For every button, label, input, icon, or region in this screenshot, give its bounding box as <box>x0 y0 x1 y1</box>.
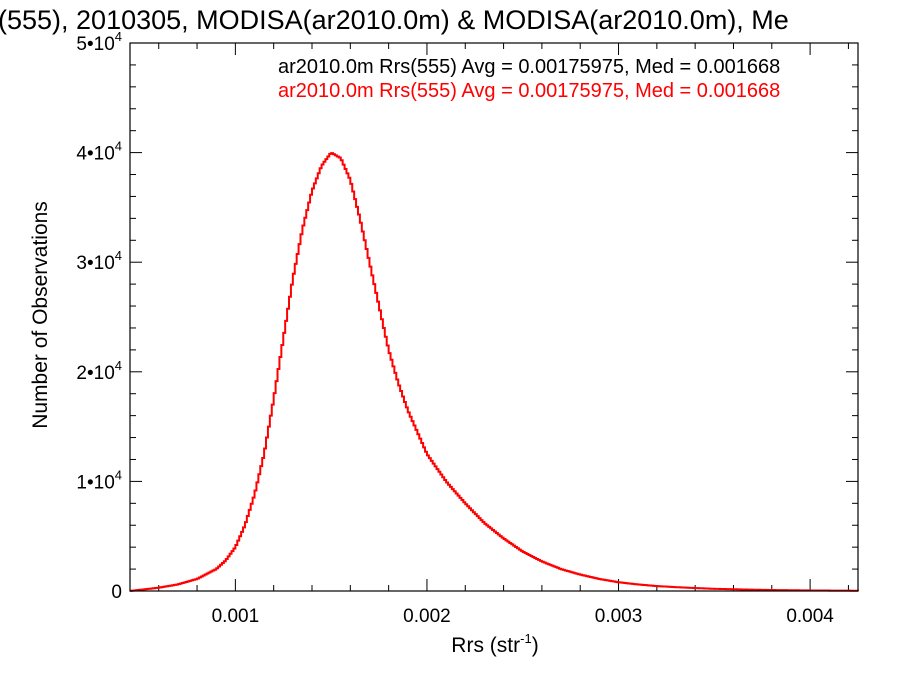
y-tick-label: 3•104 <box>76 248 122 274</box>
x-tick-label: 0.003 <box>595 606 643 627</box>
y-tick-label-exponent: 4 <box>115 358 122 373</box>
y-tick-label: 1•104 <box>76 467 122 493</box>
y-tick-label-exponent: 4 <box>115 467 122 482</box>
y-tick-label-base: 1•10 <box>76 472 114 493</box>
y-tick-label-exponent: 4 <box>115 248 122 263</box>
y-tick-label-exponent: 4 <box>115 139 122 154</box>
chart-title: (555), 2010305, MODISA(ar2010.0m) & MODI… <box>0 5 789 35</box>
y-tick-label: 0 <box>111 582 122 603</box>
plot-frame <box>129 42 859 592</box>
y-tick-label-base: 2•10 <box>76 363 114 384</box>
legend: ar2010.0m Rrs(555) Avg = 0.00175975, Med… <box>278 56 780 102</box>
y-tick-label: 2•104 <box>76 358 122 384</box>
legend-entry-1: ar2010.0m Rrs(555) Avg = 0.00175975, Med… <box>278 80 780 102</box>
y-tick-label: 5•104 <box>76 29 122 55</box>
y-tick-label: 4•104 <box>76 139 122 165</box>
legend-entry-0: ar2010.0m Rrs(555) Avg = 0.00175975, Med… <box>278 56 780 78</box>
y-axis-label: Number of Observations <box>29 201 52 429</box>
x-axis-label-exponent: -1 <box>520 631 532 646</box>
y-tick-label-exponent: 4 <box>115 29 122 44</box>
x-axis-label-base: Rrs (str <box>451 634 520 657</box>
y-tick-label-base: 3•10 <box>76 253 114 274</box>
x-tick-labels: 0.001 0.002 0.003 0.004 <box>212 606 835 627</box>
y-tick-label-base: 5•10 <box>76 34 114 55</box>
x-axis-label-close: ) <box>532 634 539 657</box>
y-tick-label-base: 4•10 <box>76 144 114 165</box>
x-tick-label: 0.004 <box>786 606 834 627</box>
x-tick-label: 0.001 <box>212 606 260 627</box>
series-line <box>130 152 859 592</box>
x-tick-label: 0.002 <box>403 606 451 627</box>
x-axis-label: Rrs (str-1) <box>451 631 538 657</box>
y-tick-label-base: 0 <box>111 582 122 603</box>
plot-area <box>129 42 859 592</box>
